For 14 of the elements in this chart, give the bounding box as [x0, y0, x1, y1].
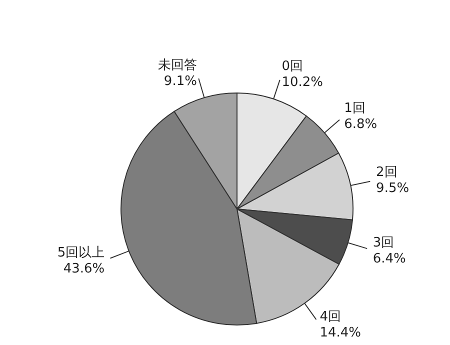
slice-label: 2回	[376, 165, 398, 180]
data-label: 6.4%	[372, 251, 406, 266]
data-label: 14.4%	[320, 325, 362, 340]
data-label: 9.5%	[376, 181, 410, 196]
data-label: 9.1%	[164, 74, 197, 89]
data-label: 10.2%	[282, 75, 324, 90]
slice-label: 4回	[320, 309, 342, 324]
slice-label: 1回	[344, 100, 366, 116]
slice-label: 0回	[282, 59, 304, 74]
data-label: 6.8%	[344, 116, 378, 132]
data-label: 43.6%	[63, 261, 105, 276]
slice-label: 5回以上	[57, 245, 105, 260]
slice-label: 3回	[372, 235, 394, 250]
slice-label: 未回答	[158, 58, 197, 73]
